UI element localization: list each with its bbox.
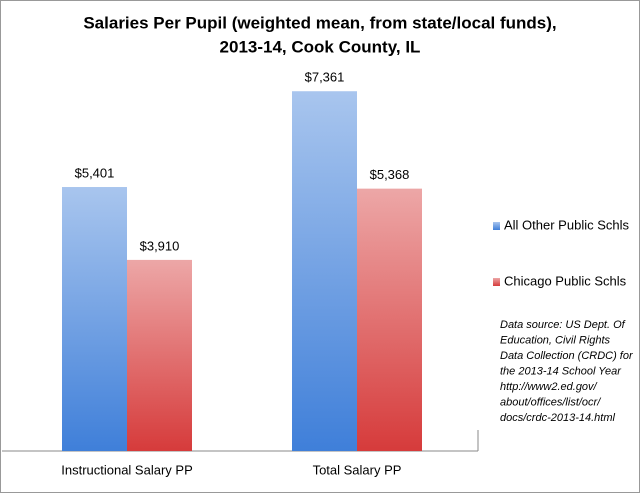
legend-label: All Other Public Schls (504, 217, 629, 232)
annotation: the 2013-14 School Year (500, 365, 622, 377)
legend-swatch (493, 278, 500, 286)
bar (292, 91, 357, 451)
annotation: docs/crdc-2013-14.html (500, 412, 615, 424)
bar (357, 188, 422, 451)
annotation: Education, Civil Rights (500, 334, 611, 346)
x-tick-label: Total Salary PP (313, 462, 402, 477)
data-label: $7,361 (305, 70, 345, 85)
x-tick-label: Instructional Salary PP (61, 462, 193, 477)
legend-swatch (493, 222, 500, 230)
annotation: Data Collection (CRDC) for (500, 350, 634, 362)
bar (62, 187, 127, 451)
chart-title: 2013-14, Cook County, IL (220, 37, 421, 56)
data-label: $5,368 (370, 167, 410, 182)
chart-title: Salaries Per Pupil (weighted mean, from … (83, 13, 556, 32)
bar (127, 259, 192, 451)
data-label: $3,910 (140, 238, 180, 253)
annotation: http://www2.ed.gov/ (500, 381, 598, 393)
annotation: Data source: US Dept. Of (500, 319, 626, 331)
data-label: $5,401 (75, 165, 115, 180)
annotation: about/offices/list/ocr/ (500, 396, 601, 408)
legend-label: Chicago Public Schls (504, 273, 627, 288)
